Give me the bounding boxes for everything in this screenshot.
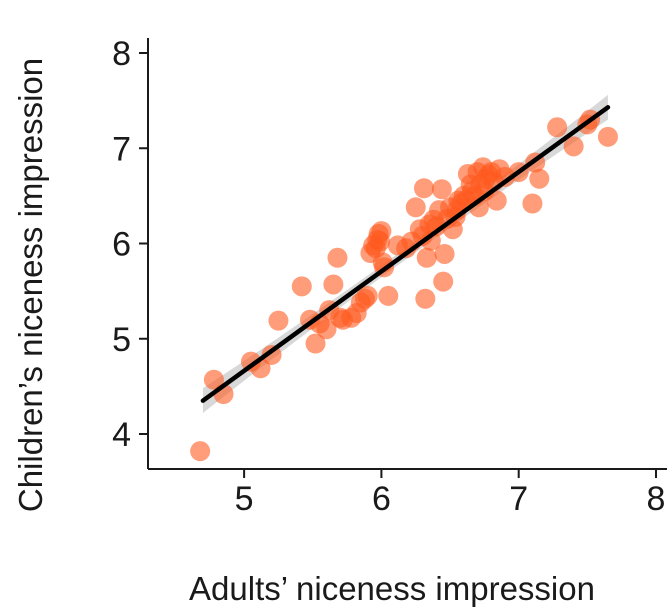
data-point (371, 221, 392, 242)
y-tick-label: 5 (112, 321, 131, 359)
data-point (416, 247, 437, 268)
y-axis-title: Children’s niceness impression (12, 58, 49, 512)
data-point (431, 179, 452, 200)
data-point (323, 274, 344, 295)
y-tick-label: 6 (112, 226, 131, 264)
data-point (291, 276, 312, 297)
data-point (433, 271, 454, 292)
data-point (597, 126, 618, 147)
data-point (203, 369, 224, 390)
y-tick-label: 4 (112, 416, 131, 454)
data-point (547, 117, 568, 138)
data-point (522, 193, 543, 214)
x-tick-label: 6 (372, 480, 391, 518)
y-tick-label: 8 (112, 35, 131, 73)
data-point (415, 288, 436, 309)
data-point (434, 243, 455, 264)
fit-line-layer (200, 105, 611, 403)
x-axis-title: Adults’ niceness impression (189, 570, 595, 607)
regression-line (200, 105, 611, 403)
data-point (405, 197, 426, 218)
x-tick-label: 8 (647, 480, 666, 518)
ticks-layer: 5 6 7 8 4 5 6 7 8 (112, 35, 665, 518)
axes-layer (147, 38, 667, 470)
y-tick-label: 7 (112, 130, 131, 168)
data-point (486, 190, 507, 211)
x-tick-label: 7 (509, 480, 528, 518)
data-point (305, 333, 326, 354)
x-tick-label: 5 (235, 480, 254, 518)
data-point (316, 319, 337, 340)
data-point (413, 178, 434, 199)
data-point (563, 136, 584, 157)
data-points-layer (190, 109, 618, 462)
data-point (357, 285, 378, 306)
data-point (378, 285, 399, 306)
data-point (529, 168, 550, 189)
data-point (268, 310, 289, 331)
data-point (190, 441, 211, 462)
data-point (327, 247, 348, 268)
